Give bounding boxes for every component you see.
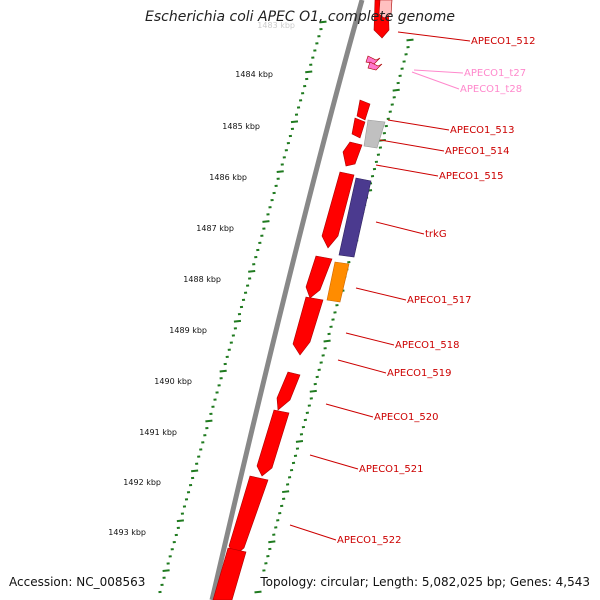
gene-label: trkG (425, 229, 447, 240)
leader-line (379, 139, 445, 152)
leader-line (345, 332, 395, 346)
inner-tick (319, 20, 327, 24)
gene-label: APECO1_520 (374, 412, 439, 423)
gene-label: APECO1_522 (337, 535, 402, 546)
gene-arrow (212, 547, 247, 600)
tick-label: 1488 kbp (183, 275, 221, 284)
leader-line (289, 524, 337, 541)
leader-line (397, 31, 471, 42)
inner-tick (176, 519, 184, 523)
inner-tick (305, 70, 313, 74)
inner-tick (262, 220, 270, 223)
gene-label: APECO1_513 (450, 125, 515, 136)
inner-tick (233, 319, 242, 323)
gene-arrow (321, 171, 355, 249)
inner-tick (276, 170, 284, 174)
tick-label: 1487 kbp (196, 224, 234, 233)
trna-arrow (367, 61, 383, 71)
gene-arrow (356, 99, 371, 121)
accession-text: Accession: NC_008563 (9, 575, 148, 589)
gene-label: APECO1_512 (471, 36, 536, 47)
leader-line (375, 164, 439, 177)
inner-tick (162, 569, 170, 573)
leader-line (337, 359, 387, 374)
gene-arrow (228, 475, 269, 557)
tick-label: 1486 kbp (209, 173, 247, 182)
leader-line (411, 71, 460, 90)
tick-label: 1490 kbp (154, 377, 192, 386)
gene-labels: APECO1_512 APECO1_t27 APECO1_t28 APECO1_513… (289, 31, 536, 546)
inner-tick (248, 269, 256, 273)
tick-label: 1491 kbp (139, 428, 177, 437)
gene-arrow (305, 255, 333, 299)
gene-arrow (292, 296, 324, 356)
outer-tick (392, 88, 400, 92)
tick-label: 1492 kbp (123, 478, 161, 487)
tick-label-partial: 1483 kbp (257, 21, 295, 30)
backbone-arc (209, 0, 365, 600)
pseudo-gene (363, 119, 386, 149)
gene-label: APECO1_517 (407, 295, 472, 306)
backbone (209, 0, 365, 600)
outer-tick (309, 389, 317, 393)
features (212, 0, 393, 600)
inner-tick (191, 469, 199, 473)
inner-tick (219, 369, 227, 373)
outer-tick (323, 339, 331, 343)
tick-label: 1485 kbp (222, 122, 260, 131)
gene-label: APECO1_t28 (460, 84, 522, 95)
gene-arrow (378, 0, 393, 19)
gene-arrow (342, 141, 363, 167)
tick-labels: 1484 kbp 1485 kbp 1486 kbp 1487 kbp 1488 kbp… (108, 21, 295, 537)
outer-tick (254, 590, 262, 594)
gene-label: APECO1_519 (387, 368, 452, 379)
leader-line (387, 119, 450, 131)
map-title: Escherichia coli APEC O1, complete genom… (145, 9, 455, 25)
leader-line (375, 221, 425, 235)
outer-tick (268, 540, 276, 544)
inner-tick (290, 120, 299, 124)
tick-label: 1484 kbp (235, 70, 273, 79)
gene-label: APECO1_t27 (464, 68, 526, 79)
leader-line (309, 454, 359, 470)
tick-label: 1489 kbp (169, 326, 207, 335)
gene-label: APECO1_521 (359, 464, 424, 475)
trna-arrow (365, 55, 381, 65)
gene-label: APECO1_514 (445, 146, 510, 157)
inner-tick (205, 419, 213, 423)
gene-label: APECO1_515 (439, 171, 504, 182)
genome-summary: Topology: circular; Length: 5,082,025 bp… (258, 575, 590, 589)
outer-tick (406, 38, 414, 42)
gene-label: APECO1_518 (395, 340, 460, 351)
gene-arrow (351, 117, 366, 139)
leader-line (413, 69, 464, 74)
trkG-gene (338, 177, 372, 258)
outer-tick (295, 440, 304, 443)
outer-tick (282, 490, 290, 494)
leader-line (355, 287, 407, 301)
leader-line (325, 403, 374, 418)
gene-box (326, 261, 350, 303)
tick-marks (158, 20, 414, 594)
gene-arrow (276, 371, 301, 411)
tick-label: 1493 kbp (108, 528, 146, 537)
gene-arrow (256, 409, 290, 477)
